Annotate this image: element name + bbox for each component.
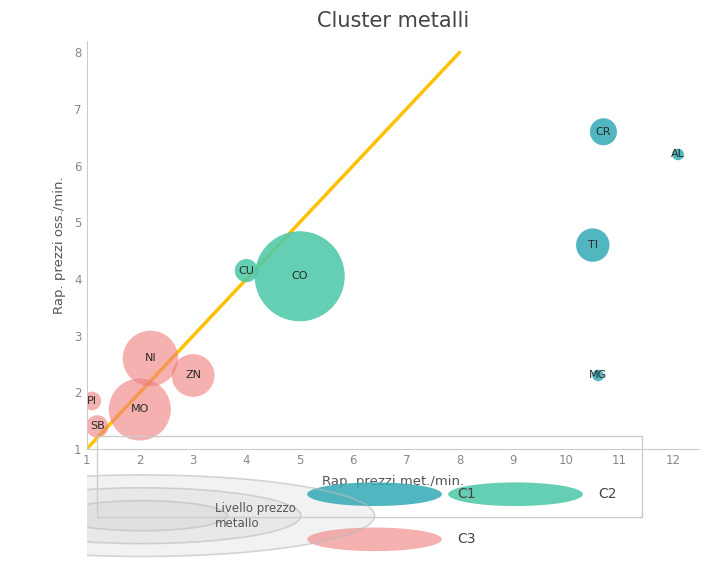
Circle shape xyxy=(0,488,301,544)
Point xyxy=(598,127,609,136)
Text: MG: MG xyxy=(589,370,607,380)
Circle shape xyxy=(0,475,375,556)
Text: TI: TI xyxy=(588,240,598,250)
X-axis label: Rap. prezzi met./min.: Rap. prezzi met./min. xyxy=(322,475,464,488)
Text: PI: PI xyxy=(87,396,97,406)
Point xyxy=(587,241,598,250)
Point xyxy=(145,354,156,363)
Text: ZN: ZN xyxy=(185,370,201,380)
Point xyxy=(241,266,252,275)
Point xyxy=(672,150,684,159)
Text: CR: CR xyxy=(596,127,611,137)
Point xyxy=(294,272,306,281)
Point xyxy=(92,422,103,431)
Text: C2: C2 xyxy=(598,487,616,501)
Circle shape xyxy=(448,483,583,506)
Text: CO: CO xyxy=(291,271,308,281)
Circle shape xyxy=(56,501,228,531)
Point xyxy=(134,405,146,414)
Point xyxy=(187,371,199,380)
Text: NI: NI xyxy=(145,353,156,363)
Text: AL: AL xyxy=(671,150,685,160)
Text: C3: C3 xyxy=(457,532,476,546)
Text: C1: C1 xyxy=(457,487,476,501)
Text: Livello prezzo
metallo: Livello prezzo metallo xyxy=(216,502,296,529)
Title: Cluster metalli: Cluster metalli xyxy=(317,11,469,31)
Text: CU: CU xyxy=(239,265,255,276)
Point xyxy=(593,371,604,380)
Point xyxy=(86,396,97,406)
Text: MO: MO xyxy=(131,404,149,414)
Y-axis label: Rap. prezzi oss./min.: Rap. prezzi oss./min. xyxy=(53,176,66,314)
Text: SB: SB xyxy=(90,421,105,431)
Circle shape xyxy=(307,528,442,551)
Circle shape xyxy=(307,483,442,506)
